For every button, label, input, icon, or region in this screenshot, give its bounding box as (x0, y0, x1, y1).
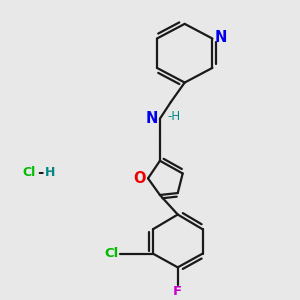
Text: Cl: Cl (22, 166, 36, 178)
Text: Cl: Cl (104, 247, 118, 260)
Text: F: F (173, 285, 182, 298)
Text: N: N (146, 111, 158, 126)
Text: -: - (37, 165, 43, 180)
Text: O: O (134, 171, 146, 186)
Text: H: H (45, 166, 55, 178)
Text: N: N (214, 31, 227, 46)
Text: -H: -H (167, 110, 181, 124)
